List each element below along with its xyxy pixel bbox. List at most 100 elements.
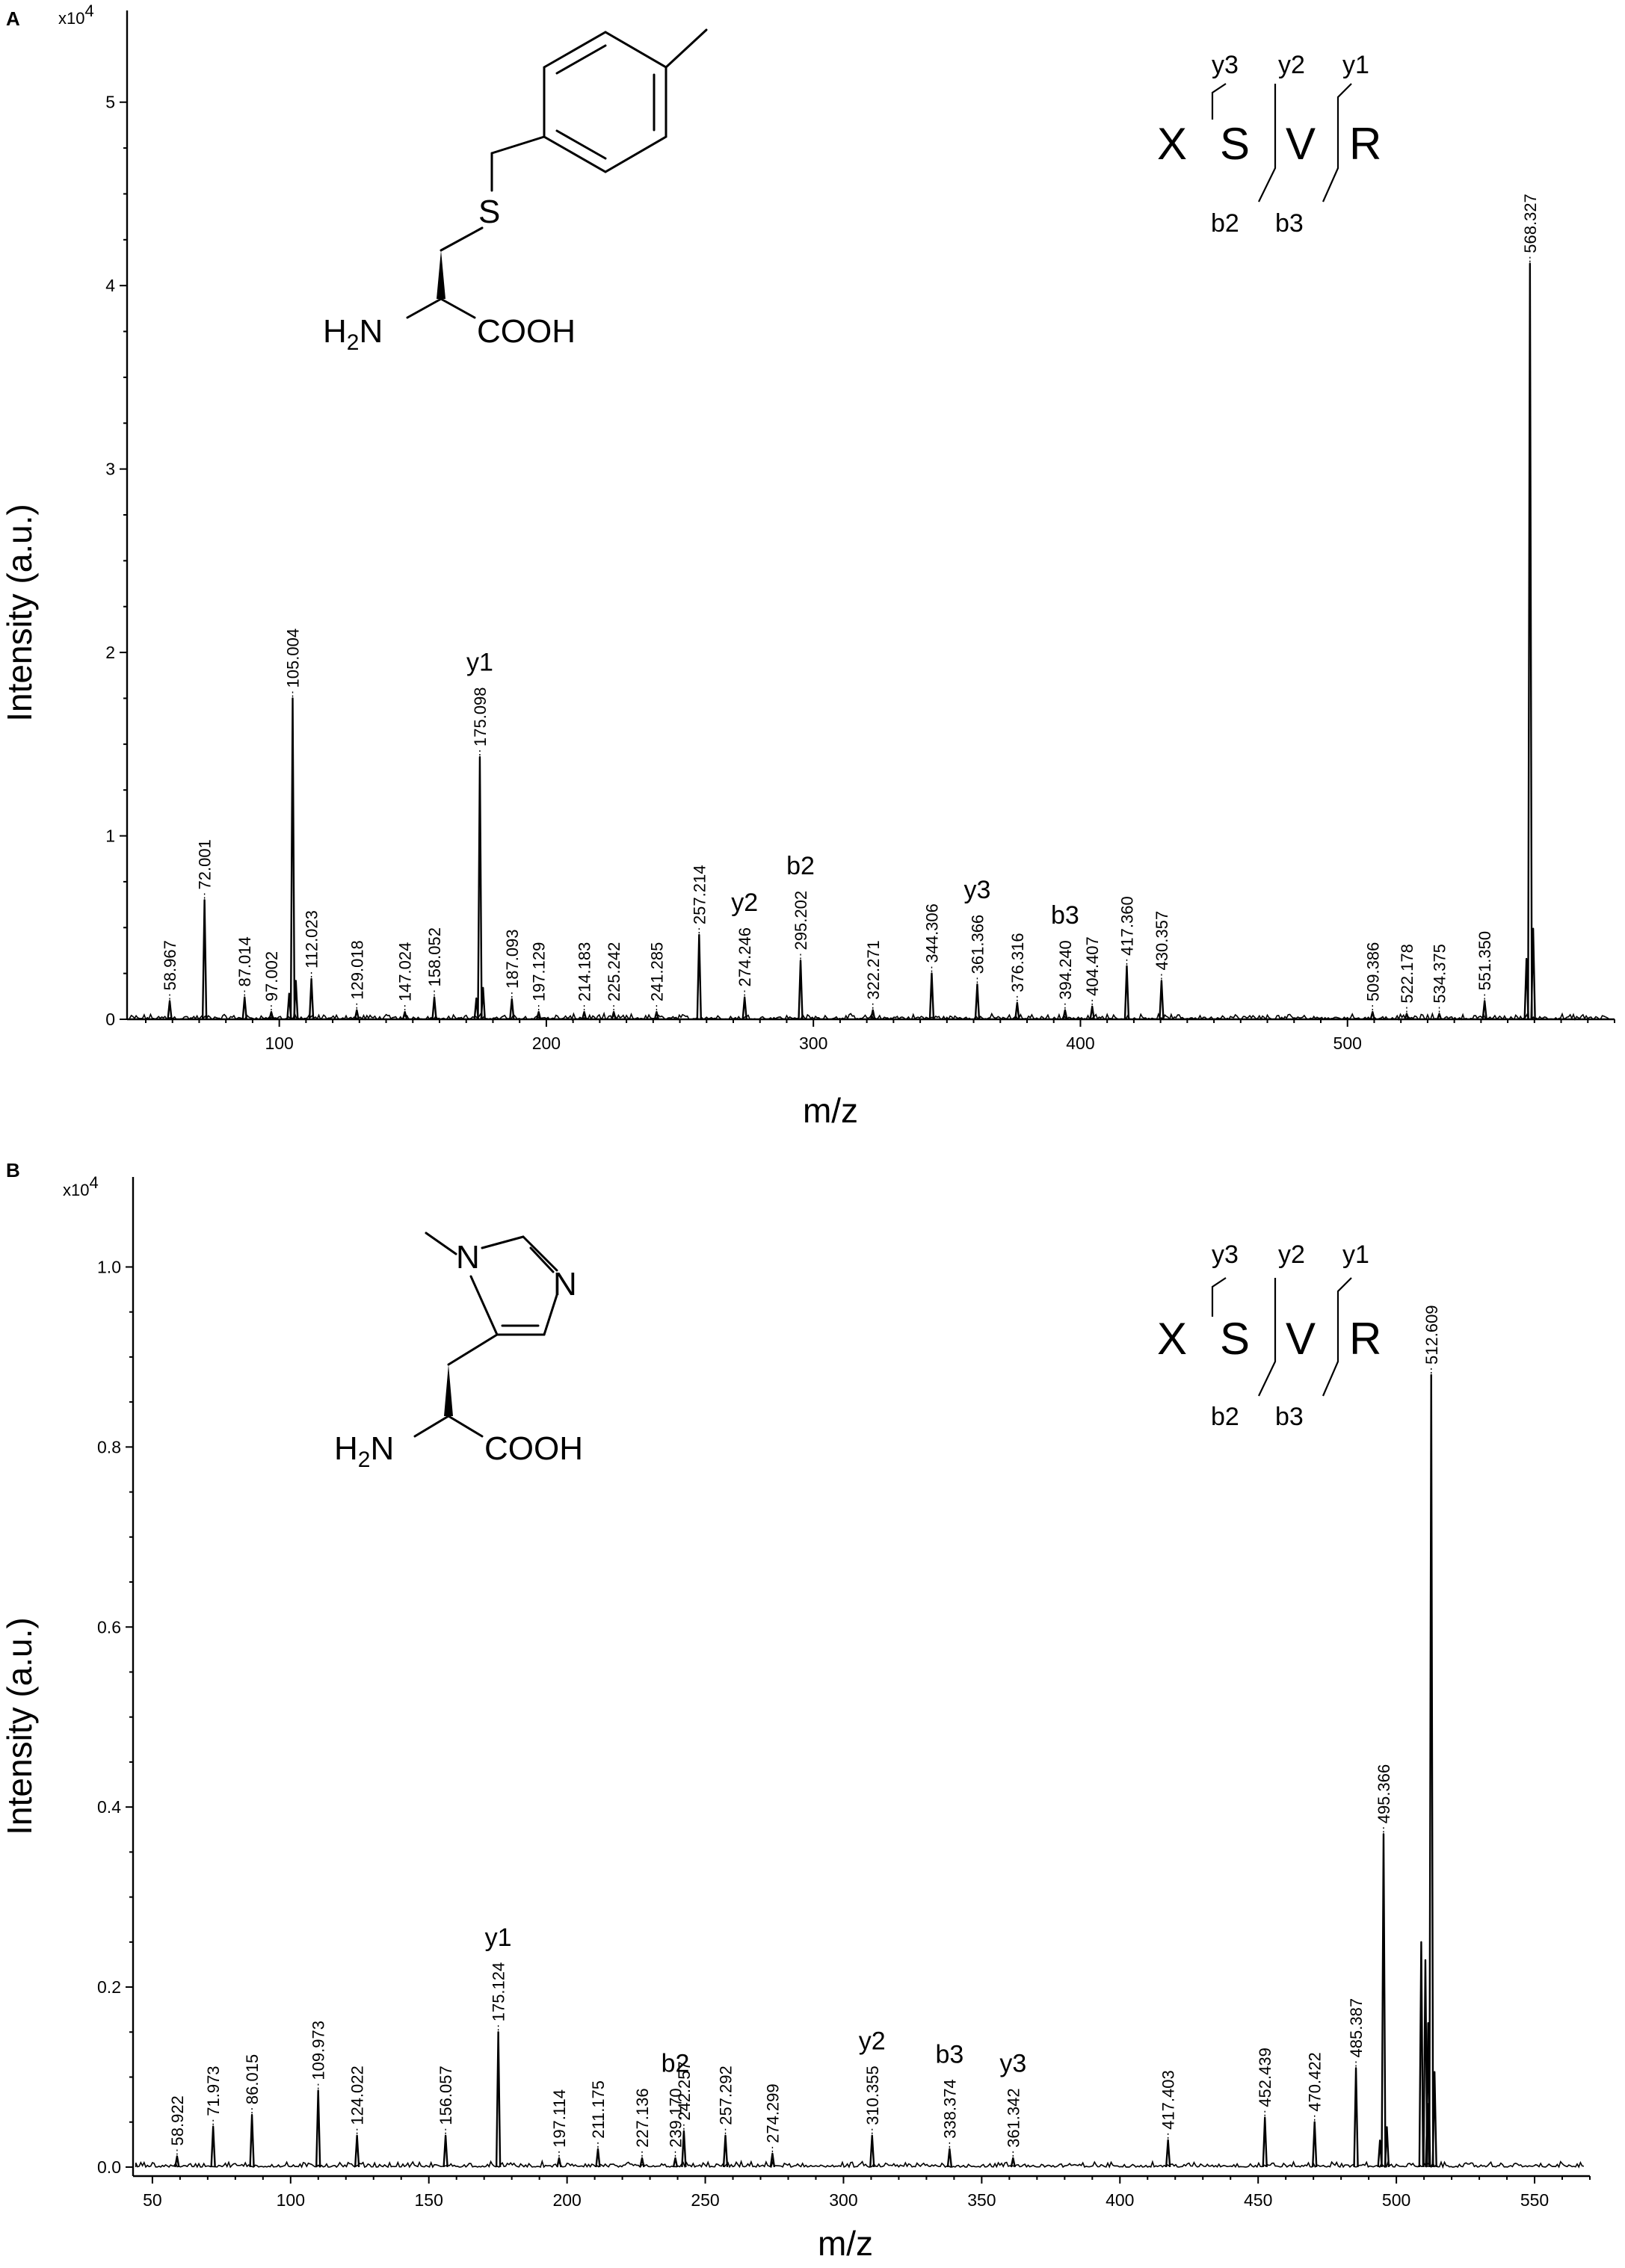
panel-a-peaks xyxy=(167,262,1536,1020)
peak-mz-label: 417.360 xyxy=(1117,896,1136,956)
seq-v: V xyxy=(1286,1314,1316,1364)
ion-annotation: b3 xyxy=(935,2040,963,2068)
ring-nitrogen-1: N xyxy=(456,1239,480,1276)
spectrum-peak xyxy=(1523,957,1529,1020)
peak-mz-label: 211.175 xyxy=(589,2080,608,2139)
peak-mz-label: 214.183 xyxy=(576,942,594,1002)
panel-a-chemical-structure: S H2N COOH xyxy=(323,28,708,355)
spectrum-peak xyxy=(1353,2067,1359,2167)
spectrum-peak xyxy=(639,2157,645,2168)
panel-a-letter: A xyxy=(6,7,20,30)
spectrum-peak xyxy=(174,2155,180,2168)
x-tick-label: 350 xyxy=(967,2190,996,2210)
peak-mz-label: 58.967 xyxy=(161,940,179,990)
ion-annotation: y2 xyxy=(731,889,758,917)
seq-cut-2 xyxy=(1258,84,1277,203)
peak-mz-label: 430.357 xyxy=(1153,911,1171,971)
spectrum-peak xyxy=(431,996,437,1020)
panel-b-y-multiplier: x104 xyxy=(63,1173,99,1199)
spectrum-peak xyxy=(443,2134,448,2168)
peak-mz-label: 485.387 xyxy=(1347,1998,1366,2058)
ion-annotation: y1 xyxy=(485,1924,512,1952)
peak-mz-label: 338.374 xyxy=(940,2079,959,2139)
spectrum-peak xyxy=(870,1009,876,1020)
spectrum-peak xyxy=(1262,2116,1268,2167)
peak-mz-label: 242.257 xyxy=(675,2061,694,2121)
x-tick-label: 200 xyxy=(552,2190,581,2210)
spectrum-peak xyxy=(293,980,299,1020)
spectrum-peak xyxy=(167,1000,173,1020)
peak-mz-label: 241.285 xyxy=(647,942,666,1002)
benzyl-bond xyxy=(490,135,546,155)
seq-y3: y3 xyxy=(1212,1240,1239,1269)
peak-mz-label: 551.350 xyxy=(1476,931,1494,991)
x-tick-label: 550 xyxy=(1520,2190,1549,2210)
ion-annotation: b2 xyxy=(662,2049,690,2077)
peak-mz-label: 197.114 xyxy=(550,2089,569,2148)
ion-annotation: b2 xyxy=(786,852,815,880)
panel-a-y-multiplier: x104 xyxy=(58,1,94,28)
y-tick-label: 4 xyxy=(105,276,115,295)
peak-mz-label: 522.178 xyxy=(1398,944,1416,1004)
sulfur-atom: S xyxy=(478,194,500,230)
spectrum-peak xyxy=(354,1009,360,1020)
spectrum-peak xyxy=(477,756,483,1020)
y-tick-label: 0.0 xyxy=(97,2157,121,2177)
peak-mz-label: 109.973 xyxy=(309,2021,328,2080)
ion-annotation: b3 xyxy=(1051,901,1079,930)
spectrum-peak xyxy=(1384,2126,1390,2168)
spectrum-peak xyxy=(595,2148,601,2168)
panel-a-x-axis-title: m/z xyxy=(803,1091,858,1130)
peak-mz-label: 124.022 xyxy=(348,2065,367,2125)
peak-mz-label: 470.422 xyxy=(1306,2052,1325,2112)
spectrum-peak xyxy=(1369,1010,1375,1020)
wedge-bond xyxy=(444,1365,453,1416)
panel-b-y-axis-title: Intensity (a.u.) xyxy=(0,1617,39,1835)
seq-r: R xyxy=(1349,1314,1381,1364)
peak-mz-label: 274.246 xyxy=(736,927,754,987)
peak-mz-label: 257.292 xyxy=(717,2065,736,2125)
spectrum-peak xyxy=(1010,2157,1016,2168)
spectrum-peak xyxy=(315,2089,321,2167)
peak-mz-label: 187.093 xyxy=(503,929,522,989)
spectrum-peak xyxy=(286,992,292,1020)
spectrum-peak xyxy=(1425,2102,1431,2167)
spectrum-peak xyxy=(1089,1005,1095,1020)
peak-mz-label: 87.014 xyxy=(235,936,254,986)
x-tick-label: 300 xyxy=(799,1033,827,1053)
baseline-noise-trace xyxy=(129,1011,1609,1022)
spectrum-peak xyxy=(1418,1941,1425,2167)
peak-mz-label: 322.271 xyxy=(864,940,883,1000)
y-tick-label: 3 xyxy=(105,460,115,479)
x-tick-label: 500 xyxy=(1382,2190,1410,2210)
panel-a-sequence-diagram: X S V R y3 y2 y1 b2 b3 xyxy=(1157,51,1381,238)
seq-r: R xyxy=(1349,119,1381,169)
x-tick-label: 250 xyxy=(691,2190,719,2210)
spectrum-peak xyxy=(1381,1833,1387,2167)
panel-b-sequence-diagram: X S V R y3 y2 y1 b2 b3 xyxy=(1157,1240,1381,1431)
seq-x: X xyxy=(1157,1314,1187,1364)
seq-v: V xyxy=(1286,119,1316,169)
spectrum-peak xyxy=(653,1010,660,1020)
carboxyl-group: COOH xyxy=(477,313,576,350)
y-tick-label: 1 xyxy=(105,826,115,846)
peak-mz-label: 452.439 xyxy=(1256,2048,1274,2107)
peak-mz-label: 175.124 xyxy=(490,1962,508,2022)
ring-bond xyxy=(543,1294,558,1336)
x-tick-label: 500 xyxy=(1333,1033,1362,1053)
amine-group: H2N xyxy=(334,1430,394,1472)
peak-mz-label: 376.316 xyxy=(1008,933,1027,992)
panel-a-y-axis-title: Intensity (a.u.) xyxy=(0,504,39,721)
spectrum-peak xyxy=(535,1010,542,1020)
spectrum-peak xyxy=(769,2152,776,2168)
peak-mz-label: 112.023 xyxy=(303,910,321,968)
seq-cut-3 xyxy=(1322,1277,1352,1397)
x-tick-label: 400 xyxy=(1106,2190,1134,2210)
peak-mz-label: 295.202 xyxy=(792,891,810,951)
panel-b-peaks xyxy=(174,1374,1437,2168)
peak-mz-label: 361.342 xyxy=(1004,2088,1023,2148)
ion-annotation: y3 xyxy=(999,2049,1026,2077)
seq-cut-3 xyxy=(1322,83,1352,203)
benzene-ring xyxy=(543,31,667,173)
